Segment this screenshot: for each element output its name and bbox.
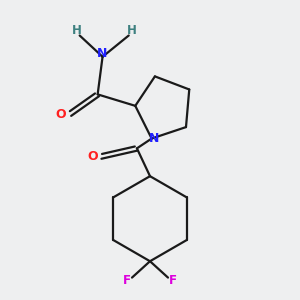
- Text: H: H: [71, 24, 81, 37]
- Text: N: N: [98, 47, 108, 60]
- Text: N: N: [149, 132, 159, 145]
- Text: F: F: [169, 274, 177, 287]
- Text: O: O: [87, 150, 98, 163]
- Text: O: O: [56, 107, 66, 121]
- Text: F: F: [123, 274, 131, 287]
- Text: H: H: [127, 24, 137, 37]
